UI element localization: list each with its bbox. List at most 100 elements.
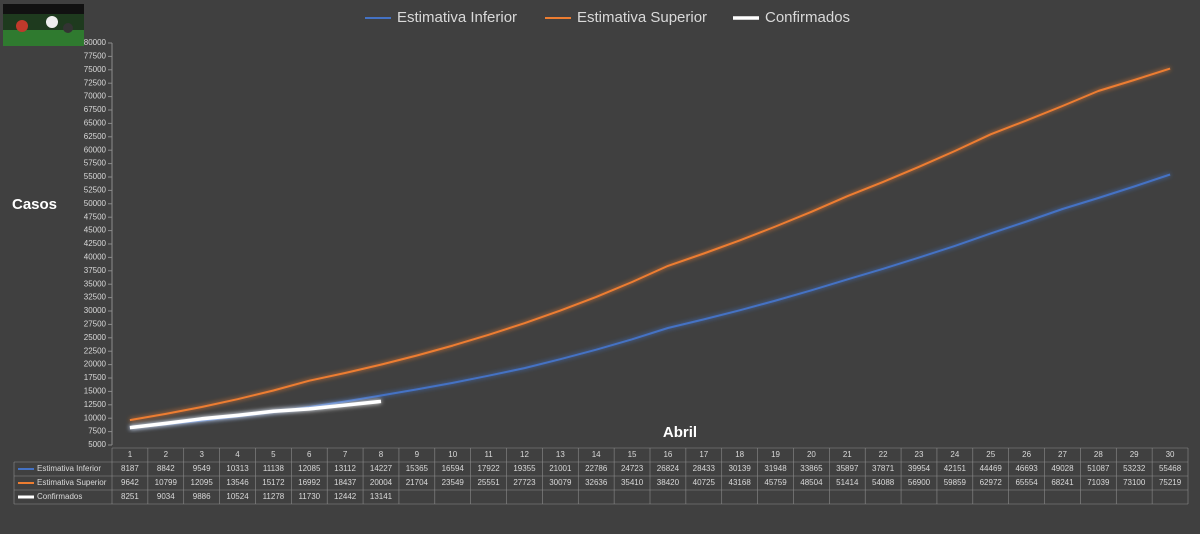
table-value: 68241: [1051, 478, 1074, 487]
x-tick-label: 29: [1130, 450, 1139, 459]
y-tick-label: 70000: [84, 92, 107, 101]
table-value: 40725: [693, 478, 716, 487]
table-value: 35410: [621, 478, 644, 487]
table-value: 48504: [800, 478, 823, 487]
x-tick-label: 7: [343, 450, 348, 459]
table-value: 19355: [513, 464, 536, 473]
y-tick-label: 80000: [84, 38, 107, 47]
x-tick-label: 22: [879, 450, 888, 459]
x-tick-label: 11: [484, 450, 493, 459]
table-value: 56900: [908, 478, 931, 487]
y-tick-label: 67500: [84, 105, 107, 114]
table-legend-label: Confirmados: [37, 492, 82, 501]
y-axis-title: Casos: [12, 196, 57, 213]
table-value: 73100: [1123, 478, 1146, 487]
table-value: 39954: [908, 464, 931, 473]
x-tick-label: 25: [986, 450, 995, 459]
table-value: 17922: [477, 464, 500, 473]
table-value: 10313: [226, 464, 249, 473]
table-value: 51087: [1087, 464, 1110, 473]
y-tick-label: 17500: [84, 373, 107, 382]
x-tick-label: 30: [1166, 450, 1175, 459]
table-value: 75219: [1159, 478, 1182, 487]
table-value: 23549: [442, 478, 465, 487]
x-tick-label: 28: [1094, 450, 1103, 459]
table-value: 14227: [370, 464, 393, 473]
table-value: 62972: [980, 478, 1003, 487]
y-tick-label: 62500: [84, 132, 107, 141]
table-value: 38420: [657, 478, 680, 487]
table-value: 26824: [657, 464, 680, 473]
table-value: 13546: [226, 478, 249, 487]
table-value: 59859: [944, 478, 967, 487]
y-tick-label: 52500: [84, 186, 107, 195]
y-tick-label: 20000: [84, 360, 107, 369]
table-value: 55468: [1159, 464, 1182, 473]
y-tick-label: 32500: [84, 293, 107, 302]
x-tick-label: 26: [1022, 450, 1031, 459]
table-value: 44469: [980, 464, 1003, 473]
table-value: 28433: [693, 464, 716, 473]
y-tick-label: 7500: [88, 427, 106, 436]
table-value: 31948: [764, 464, 787, 473]
table-value: 53232: [1123, 464, 1146, 473]
legend-label: Estimativa Superior: [577, 9, 707, 26]
y-tick-label: 65000: [84, 119, 107, 128]
y-tick-label: 77500: [84, 52, 107, 61]
y-tick-label: 35000: [84, 279, 107, 288]
table-value: 24723: [621, 464, 644, 473]
y-tick-label: 22500: [84, 346, 107, 355]
table-value: 9034: [157, 492, 175, 501]
y-tick-label: 10000: [84, 413, 107, 422]
table-value: 8251: [121, 492, 139, 501]
y-tick-label: 12500: [84, 400, 107, 409]
x-tick-label: 10: [448, 450, 457, 459]
series-line: [129, 67, 1171, 422]
table-legend-label: Estimativa Superior: [37, 478, 107, 487]
table-value: 10799: [155, 478, 178, 487]
table-value: 18437: [334, 478, 357, 487]
table-value: 27723: [513, 478, 536, 487]
x-tick-label: 14: [592, 450, 601, 459]
table-value: 12095: [191, 478, 214, 487]
x-tick-label: 19: [771, 450, 780, 459]
table-value: 22786: [585, 464, 608, 473]
x-tick-label: 4: [235, 450, 240, 459]
table-value: 13141: [370, 492, 393, 501]
table-value: 49028: [1051, 464, 1074, 473]
x-tick-label: 12: [520, 450, 529, 459]
y-tick-label: 47500: [84, 212, 107, 221]
y-tick-label: 15000: [84, 387, 107, 396]
table-value: 25551: [477, 478, 500, 487]
table-value: 12442: [334, 492, 357, 501]
x-tick-label: 21: [843, 450, 852, 459]
y-tick-label: 57500: [84, 159, 107, 168]
table-value: 51414: [836, 478, 859, 487]
x-tick-label: 2: [164, 450, 169, 459]
x-tick-label: 20: [807, 450, 816, 459]
legend-label: Estimativa Inferior: [397, 9, 517, 26]
x-tick-label: 24: [950, 450, 959, 459]
table-value: 15172: [262, 478, 285, 487]
x-tick-label: 17: [699, 450, 708, 459]
x-tick-label: 3: [199, 450, 204, 459]
table-value: 11278: [263, 492, 285, 501]
logo: [3, 4, 84, 46]
x-tick-label: 23: [915, 450, 924, 459]
table-value: 45759: [764, 478, 787, 487]
y-tick-label: 55000: [84, 172, 107, 181]
table-value: 9549: [193, 464, 211, 473]
x-tick-label: 8: [379, 450, 384, 459]
y-tick-label: 45000: [84, 226, 107, 235]
x-tick-label: 6: [307, 450, 312, 459]
y-tick-label: 72500: [84, 78, 107, 87]
x-tick-label: 1: [128, 450, 133, 459]
table-value: 11138: [263, 464, 285, 473]
table-legend-label: Estimativa Inferior: [37, 464, 101, 473]
y-tick-label: 50000: [84, 199, 107, 208]
table-value: 46693: [1015, 464, 1038, 473]
y-tick-label: 25000: [84, 333, 107, 342]
series-line: [129, 399, 382, 430]
table-value: 35897: [836, 464, 859, 473]
